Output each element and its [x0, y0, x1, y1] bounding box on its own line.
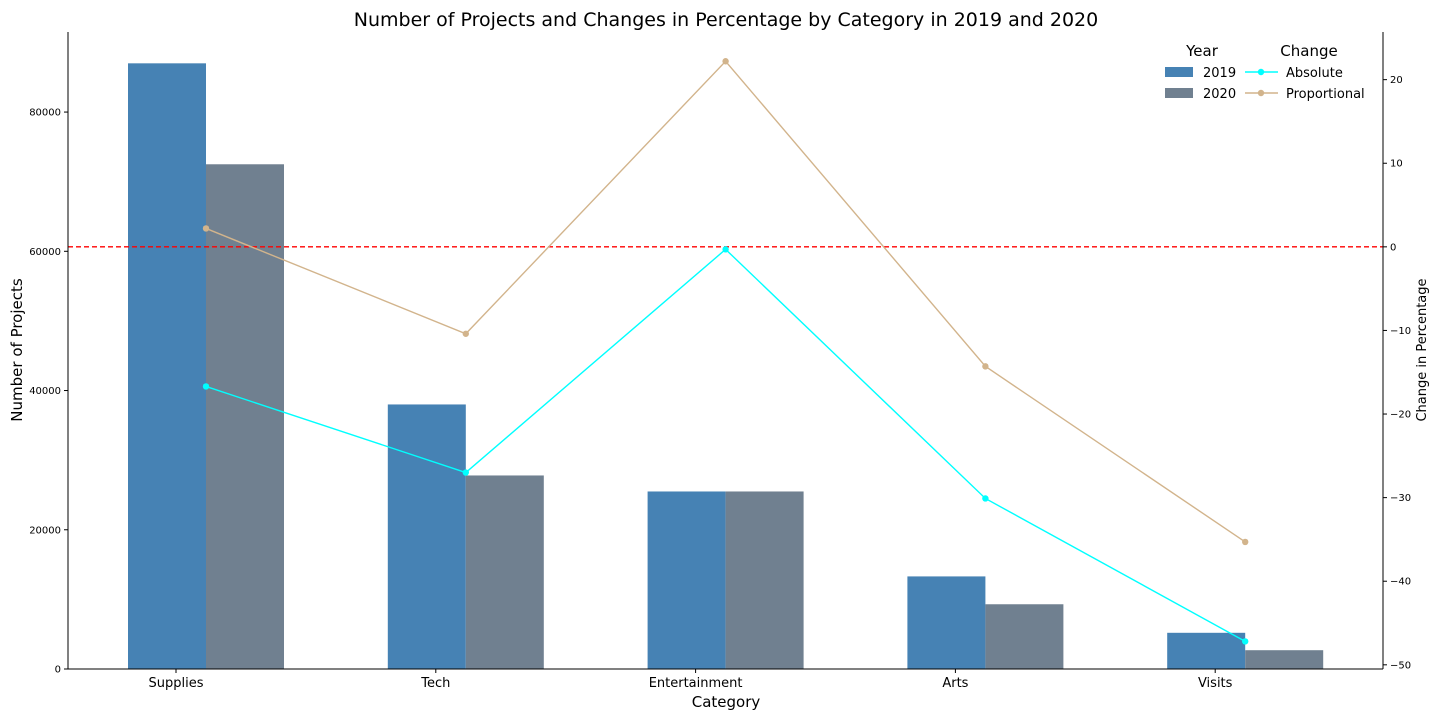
bar-2020-entertainment	[725, 491, 804, 669]
y-tick-label: 0	[55, 665, 61, 676]
x-tick-label: Arts	[942, 676, 968, 691]
legend-marker-proportional	[1257, 89, 1265, 97]
bar-2019-tech	[387, 404, 466, 669]
legend-label-2020: 2020	[1203, 87, 1236, 102]
legend-swatch-2020	[1165, 88, 1193, 98]
legend-title-change: Change	[1280, 42, 1337, 60]
y2-tick-label: −20	[1390, 410, 1411, 421]
axes-group: 0 20000 40000 60000 80000 20 10 0 −10 −20 −30 −40 −5…	[29, 32, 1411, 691]
bar-2020-supplies	[206, 164, 284, 669]
point-absolute-visits	[1242, 638, 1249, 645]
bar-2020-arts	[985, 604, 1064, 669]
y-tick-label: 60000	[29, 247, 61, 258]
bar-2019-supplies	[128, 63, 206, 669]
legend-label-absolute: Absolute	[1286, 66, 1343, 81]
bar-2019-entertainment	[647, 491, 726, 669]
bar-2019-visits	[1167, 632, 1246, 669]
point-proportional-tech	[462, 330, 469, 337]
y-tick-label: 40000	[29, 386, 61, 397]
point-absolute-tech	[462, 469, 469, 476]
y2-axis-label: Change in Percentage	[1415, 278, 1430, 421]
bars-group	[128, 63, 1324, 669]
point-proportional-entertainment	[722, 58, 729, 65]
point-proportional-visits	[1242, 538, 1249, 546]
chart-title: Number of Projects and Changes in Percen…	[354, 9, 1098, 31]
bar-2020-visits	[1245, 650, 1324, 669]
x-tick-label: Entertainment	[649, 676, 743, 691]
legend-marker-absolute	[1257, 68, 1265, 76]
y-axis-label: Number of Projects	[8, 278, 26, 422]
y-tick-label: 80000	[29, 108, 61, 119]
point-proportional-arts	[982, 363, 989, 370]
y2-tick-label: −50	[1390, 660, 1411, 671]
y2-tick-label: 0	[1390, 242, 1396, 253]
point-absolute-entertainment	[722, 246, 729, 253]
y2-tick-label: −10	[1390, 326, 1411, 337]
y2-tick-label: 20	[1390, 75, 1403, 86]
bar-2020-tech	[465, 475, 544, 669]
x-tick-label: Supplies	[149, 676, 204, 691]
y2-tick-label: −40	[1390, 577, 1411, 588]
y2-tick-label: −30	[1390, 493, 1411, 504]
lines-group	[202, 58, 1249, 645]
x-tick-label: Visits	[1198, 676, 1233, 691]
x-axis-label: Category	[692, 693, 761, 711]
bar-2019-arts	[907, 576, 986, 669]
point-proportional-supplies	[202, 225, 210, 232]
x-tick-label: Tech	[420, 676, 450, 691]
line-proportional	[205, 60, 1246, 543]
legend-title-year: Year	[1185, 42, 1219, 60]
point-absolute-arts	[982, 495, 989, 502]
y-tick-label: 20000	[29, 525, 61, 536]
legend: Year 2019 2020 Change Absolute Proportional	[1165, 42, 1365, 102]
legend-swatch-2019	[1165, 67, 1193, 77]
legend-label-proportional: Proportional	[1286, 87, 1365, 102]
y2-tick-label: 10	[1390, 159, 1403, 170]
legend-label-2019: 2019	[1203, 66, 1236, 81]
point-absolute-supplies	[202, 383, 210, 390]
